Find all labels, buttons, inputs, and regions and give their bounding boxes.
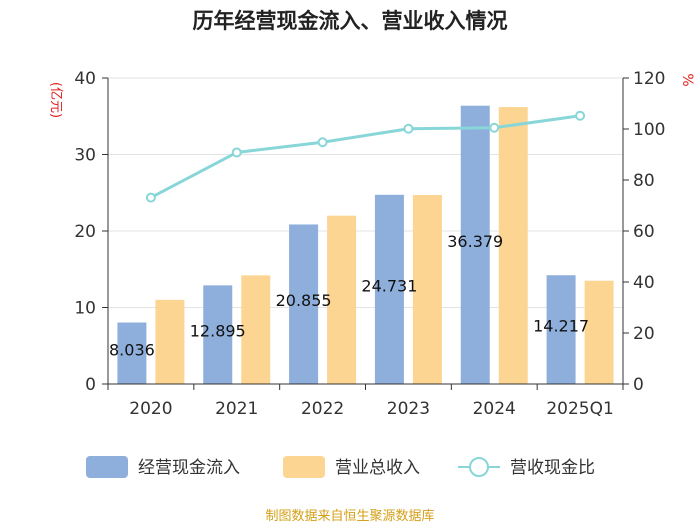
x-tick-label: 2021 [215,399,258,419]
ratio-point [403,123,414,134]
ratio-point [145,192,156,203]
cash-inflow-data-label: 14.217 [533,317,589,336]
legend-label-ratio: 营收现金比 [510,458,595,478]
cash-inflow-bar [289,224,319,384]
cash-inflow-bar [546,275,576,384]
legend: 经营现金流入 营业总收入 营收现金比 [86,456,595,478]
left-tick-label: 10 [74,299,96,319]
right-tick-label: 100 [633,120,665,140]
cash-inflow-bar [374,194,404,384]
right-axis-unit: % [679,73,695,86]
ratio-point [489,122,500,133]
x-tick-label: 2020 [129,399,172,419]
ratio-point [231,147,242,158]
ratio-point [317,137,328,148]
right-tick-label: 40 [633,273,655,293]
x-tick-label: 2024 [473,399,516,419]
bars [117,105,614,384]
cash-inflow-data-label: 36.379 [447,232,503,251]
ratio-line [145,110,586,203]
ratio-point [575,110,586,121]
legend-label-revenue: 营业总收入 [335,458,420,478]
left-tick-label: 20 [74,222,96,242]
left-tick-label: 40 [74,69,96,89]
revenue-bar [155,299,185,384]
data-labels: 8.036 12.895 20.855 24.731 36.379 14.217 [109,232,589,359]
left-tick-label: 0 [85,375,96,395]
cash-inflow-bar [203,285,233,384]
ratio-line-path [150,114,581,199]
right-tick-label: 60 [633,222,655,242]
revenue-bar [584,280,614,384]
revenue-bar [327,215,357,384]
legend-marker-ratio [469,457,489,477]
x-tick-label: 2023 [387,399,430,419]
cash-inflow-data-label: 20.855 [276,291,332,310]
left-tick-label: 30 [74,146,96,166]
gridlines [108,77,623,385]
revenue-bar [412,195,442,384]
revenue-bar [241,275,271,384]
source-note: 制图数据来自恒生聚源数据库 [265,508,434,524]
legend-label-cash-inflow: 经营现金流入 [138,458,240,478]
cash-inflow-bar [117,322,147,384]
legend-swatch-cash-inflow [86,456,128,478]
right-tick-label: 20 [633,324,655,344]
left-axis-unit: (亿元) [48,82,63,118]
right-tick-label: 80 [633,171,655,191]
chart-title: 历年经营现金流入、营业收入情况 [193,9,508,33]
revenue-bar [498,107,528,384]
x-tick-label: 2025Q1 [546,399,613,419]
right-tick-label: 0 [633,375,644,395]
cash-inflow-data-label: 12.895 [190,322,246,341]
cash-inflow-data-label: 24.731 [361,276,417,295]
axes: 0 10 20 30 40 0 20 40 60 80 100 120 2020 2021 2022 2023… [74,69,665,419]
x-tick-label: 2022 [301,399,344,419]
cash-inflow-data-label: 8.036 [109,340,155,359]
right-tick-label: 120 [633,69,665,89]
cash-inflow-bar [460,105,490,384]
legend-swatch-revenue [283,456,325,478]
